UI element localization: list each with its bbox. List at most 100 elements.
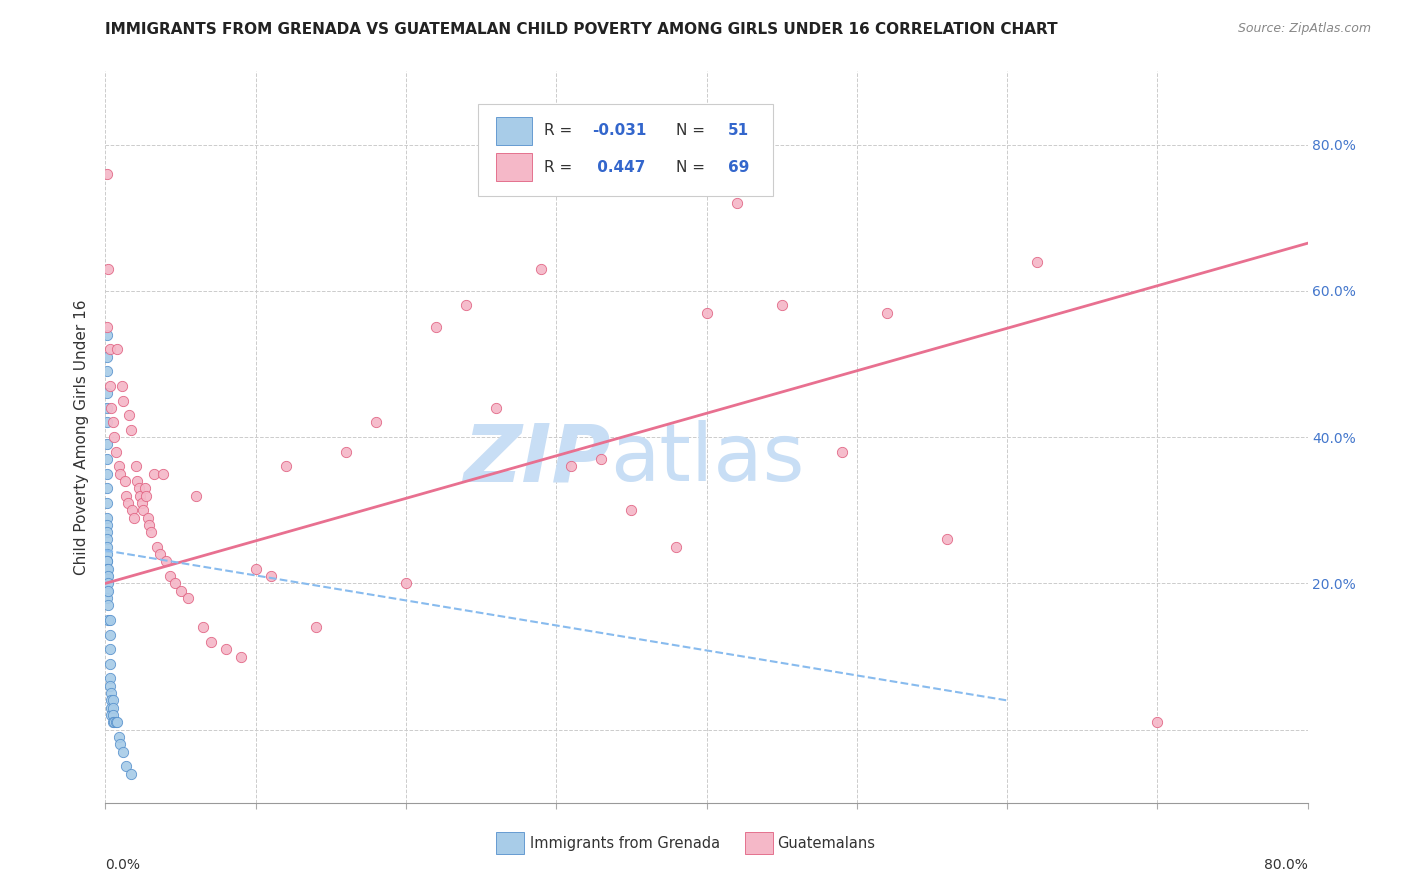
Point bbox=[111, 379, 134, 393]
Point bbox=[112, 745, 135, 759]
Text: IMMIGRANTS FROM GRENADA VS GUATEMALAN CHILD POVERTY AMONG GIRLS UNDER 16 CORRELA: IMMIGRANTS FROM GRENADA VS GUATEMALAN CH… bbox=[105, 22, 1059, 37]
Point bbox=[98, 672, 121, 686]
Point bbox=[98, 627, 121, 641]
Point bbox=[135, 489, 157, 503]
Point bbox=[101, 708, 124, 723]
Point bbox=[97, 583, 120, 598]
Text: 51: 51 bbox=[728, 123, 749, 138]
Point bbox=[96, 562, 118, 576]
Point bbox=[108, 730, 131, 744]
Point bbox=[101, 700, 124, 714]
Point bbox=[112, 393, 135, 408]
Point bbox=[96, 386, 118, 401]
Point bbox=[97, 569, 120, 583]
Point bbox=[530, 261, 553, 276]
Point bbox=[177, 591, 200, 605]
Point bbox=[115, 489, 138, 503]
Point bbox=[155, 554, 177, 568]
Point bbox=[96, 452, 118, 467]
Point bbox=[274, 459, 297, 474]
Point bbox=[152, 467, 174, 481]
Point bbox=[117, 496, 139, 510]
Point bbox=[104, 715, 127, 730]
Point bbox=[364, 416, 387, 430]
Text: Source: ZipAtlas.com: Source: ZipAtlas.com bbox=[1237, 22, 1371, 36]
Point bbox=[96, 401, 118, 415]
Text: R =: R = bbox=[544, 160, 578, 175]
Point bbox=[134, 481, 156, 495]
Point bbox=[96, 517, 118, 532]
Point bbox=[454, 298, 477, 312]
Bar bbox=[496, 117, 533, 145]
Point bbox=[104, 444, 127, 458]
Point bbox=[98, 642, 121, 657]
Point bbox=[696, 306, 718, 320]
Point bbox=[96, 554, 118, 568]
Point bbox=[98, 657, 121, 671]
Point bbox=[96, 569, 118, 583]
Text: Guatemalans: Guatemalans bbox=[778, 836, 876, 851]
Point bbox=[831, 444, 853, 458]
Point bbox=[101, 416, 124, 430]
Point bbox=[125, 474, 148, 488]
Point bbox=[184, 489, 207, 503]
Point bbox=[485, 401, 508, 415]
Point bbox=[725, 196, 748, 211]
Point bbox=[121, 503, 143, 517]
Point bbox=[96, 540, 118, 554]
Point bbox=[96, 416, 118, 430]
Point bbox=[159, 569, 181, 583]
Point bbox=[560, 459, 582, 474]
Point bbox=[96, 554, 118, 568]
Point bbox=[98, 343, 121, 357]
Point bbox=[97, 613, 120, 627]
Point bbox=[591, 452, 613, 467]
Point bbox=[145, 540, 167, 554]
Point bbox=[101, 715, 124, 730]
Point bbox=[96, 327, 118, 342]
Point bbox=[100, 700, 122, 714]
Point bbox=[96, 320, 118, 334]
Point bbox=[139, 525, 162, 540]
Point bbox=[191, 620, 214, 634]
Text: ZIP: ZIP bbox=[463, 420, 610, 498]
Point bbox=[98, 379, 121, 393]
Point bbox=[100, 693, 122, 707]
Point bbox=[100, 708, 122, 723]
Text: 80.0%: 80.0% bbox=[1264, 858, 1308, 871]
Point bbox=[124, 459, 146, 474]
Point bbox=[98, 679, 121, 693]
Point bbox=[96, 167, 118, 181]
Text: 0.447: 0.447 bbox=[592, 160, 645, 175]
Point bbox=[103, 715, 125, 730]
Point bbox=[245, 562, 267, 576]
Text: N =: N = bbox=[676, 160, 710, 175]
Point bbox=[876, 306, 898, 320]
Point bbox=[142, 467, 165, 481]
Point bbox=[229, 649, 252, 664]
Text: atlas: atlas bbox=[610, 420, 804, 498]
Point bbox=[100, 686, 122, 700]
Y-axis label: Child Poverty Among Girls Under 16: Child Poverty Among Girls Under 16 bbox=[75, 300, 90, 574]
Point bbox=[1146, 715, 1168, 730]
Point bbox=[148, 547, 170, 561]
Point bbox=[129, 489, 152, 503]
Text: -0.031: -0.031 bbox=[592, 123, 647, 138]
Point bbox=[101, 693, 124, 707]
Text: R =: R = bbox=[544, 123, 578, 138]
Point bbox=[131, 496, 153, 510]
Text: 0.0%: 0.0% bbox=[105, 858, 141, 871]
Point bbox=[936, 533, 959, 547]
Point bbox=[620, 503, 643, 517]
Point bbox=[122, 510, 145, 524]
Text: N =: N = bbox=[676, 123, 710, 138]
Point bbox=[1026, 254, 1049, 268]
Point bbox=[96, 481, 118, 495]
Point bbox=[96, 496, 118, 510]
Text: 69: 69 bbox=[728, 160, 749, 175]
Point bbox=[114, 474, 136, 488]
Point bbox=[110, 467, 132, 481]
Point bbox=[108, 459, 131, 474]
Point bbox=[96, 547, 118, 561]
Point bbox=[425, 320, 447, 334]
